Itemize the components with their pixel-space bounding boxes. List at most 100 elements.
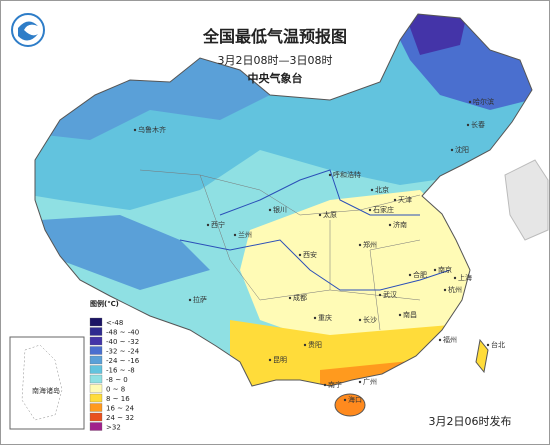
city-label: 石家庄 [373,205,394,214]
city-dot [358,318,362,322]
taiwan [475,338,489,374]
city-dot [438,338,442,342]
city-label: 北京 [375,185,389,194]
city-dot [206,223,210,227]
city-label: 广州 [363,377,377,386]
city-label: 合肥 [413,270,427,279]
city-dot [453,276,457,280]
inset-islands [21,344,63,421]
legend-label: -8 ~ 0 [106,376,128,384]
city-dot [298,253,302,257]
city-label: 长沙 [363,315,377,324]
legend-swatch [89,393,103,403]
city-label: 南昌 [403,310,417,319]
city-dot [268,358,272,362]
legend-swatch [89,374,103,384]
city-label: 西宁 [211,220,225,229]
city-dot [133,128,137,132]
city-dot [433,268,437,272]
city-dot [233,233,237,237]
legend-swatch [89,403,103,412]
city-label: 南宁 [328,380,342,389]
city-dot [313,316,317,320]
city-label: 南京 [438,265,452,274]
legend-label: -32 ~ -24 [106,348,140,356]
legend-label: 16 ~ 24 [106,405,135,413]
legend-label: <-48 [106,319,123,327]
issue-time: 3月2日06时发布 [429,414,512,428]
issuer: 中央气象台 [248,71,303,85]
city-label: 海口 [348,395,362,404]
city-label: 沈阳 [455,145,469,154]
legend-label: -24 ~ -16 [106,357,140,365]
legend-swatch [89,422,103,431]
legend-swatch [89,412,103,422]
legend-title: 图例(℃) [90,299,119,308]
city-label: 拉萨 [193,295,207,304]
city-label: 哈尔滨 [473,97,494,106]
city-dot [188,298,192,302]
city-label: 济南 [393,220,407,229]
legend-swatch [89,384,103,393]
country-border [34,13,533,387]
legend-swatch [89,336,103,346]
city-dot [358,243,362,247]
legend-label: 24 ~ 32 [106,414,134,422]
legend-swatch [89,355,103,365]
city-dot [486,343,490,347]
inset-label: 南海诸岛 [32,386,60,395]
city-label: 成都 [293,293,307,302]
legend-label: >32 [106,424,121,432]
neighbor-land [504,159,549,241]
city-dot [378,293,382,297]
city-label: 兰州 [238,230,252,239]
city-label: 太原 [323,210,337,219]
legend-label: -40 ~ -32 [106,338,139,346]
city-label: 乌鲁木齐 [138,125,166,134]
city-dot [318,213,322,217]
legend-swatch [89,365,103,374]
legend-swatch [89,317,103,327]
subtitle: 3月2日08时—3日08时 [218,54,333,67]
city-label: 西安 [303,250,317,259]
legend-swatch [89,346,103,355]
rivers [179,169,451,291]
city-dot [303,343,307,347]
city-label: 郑州 [363,241,377,249]
city-dot [398,313,402,317]
city-label: 昆明 [273,356,287,364]
city-label: 上海 [458,273,472,282]
legend-label: -16 ~ -8 [106,367,135,375]
city-dot [408,273,412,277]
city-dot [370,188,374,192]
city-dot [328,173,332,177]
city-dot [368,208,372,212]
city-label: 台北 [491,340,505,349]
city-dot [468,100,472,104]
legend-swatch [89,327,103,336]
title: 全国最低气温预报图 [202,27,347,46]
legend-label: 8 ~ 16 [106,395,130,403]
city-dot [343,398,347,402]
city-dot [388,223,392,227]
city-dot [358,380,362,384]
city-label: 武汉 [383,290,397,299]
city-label: 重庆 [318,313,332,322]
legend: 图例(℃) <-48 -48 ~ -40-40 ~ -32 -32 ~ -24-24… [89,299,140,432]
city-label: 杭州 [448,285,462,294]
city-label: 呼和浩特 [333,170,361,179]
hainan [334,393,366,417]
city-dot [288,296,292,300]
inset-box [9,336,85,430]
legend-label: 0 ~ 8 [106,386,125,394]
logo [11,13,45,47]
city-dot [443,288,447,292]
city-label: 贵阳 [308,340,322,349]
city-dot [268,208,272,212]
city-label: 长春 [471,120,485,129]
city-label: 福州 [443,335,457,344]
city-dot [393,198,397,202]
